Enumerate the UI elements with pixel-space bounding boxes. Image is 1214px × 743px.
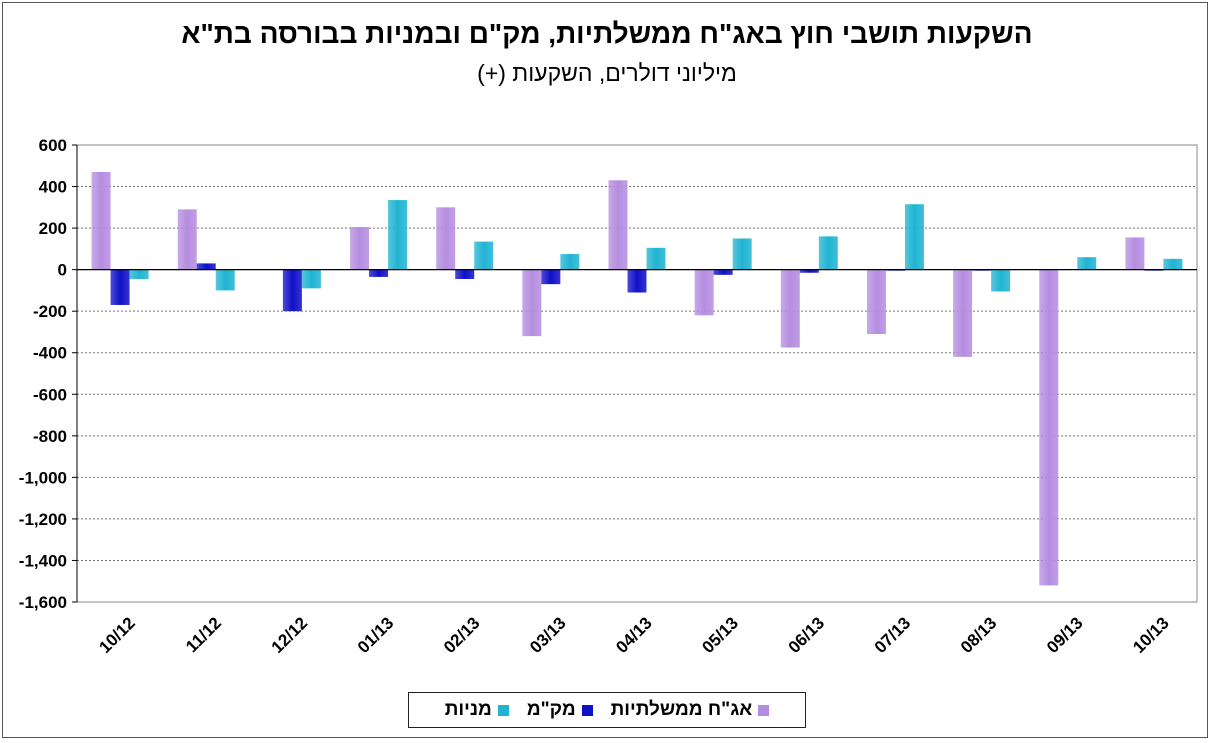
bar <box>560 254 580 270</box>
bar <box>991 269 1011 292</box>
bar <box>799 269 819 273</box>
bar <box>1039 269 1059 586</box>
bar <box>780 269 800 348</box>
x-tick-label: 08/13 <box>957 613 1001 657</box>
bar <box>713 269 733 275</box>
x-tick-label: 01/13 <box>354 613 398 657</box>
bar <box>301 269 321 289</box>
bar <box>177 209 197 270</box>
bar <box>732 238 752 270</box>
bar <box>455 269 475 279</box>
legend-item-makam: מק"מ <box>527 699 593 721</box>
bar <box>694 269 714 316</box>
bar <box>350 227 370 270</box>
y-tick-label: -800 <box>33 427 67 446</box>
bar <box>369 269 389 277</box>
chart-legend: אג"ח ממשלתיות מק"מ מניות <box>408 692 806 728</box>
bar <box>388 200 408 270</box>
y-tick-label: 200 <box>39 219 67 238</box>
chart-subtitle: מיליוני דולרים, השקעות (+) <box>477 60 737 86</box>
y-tick-label: -1,000 <box>19 468 67 487</box>
x-tick-label: 10/13 <box>1129 613 1173 657</box>
legend-label-bonds: אג"ח ממשלתיות <box>610 699 753 720</box>
bar <box>1163 258 1183 270</box>
bar <box>1125 237 1145 270</box>
bar <box>953 269 973 357</box>
x-tick-label: 05/13 <box>698 613 742 657</box>
y-tick-label: 600 <box>39 136 67 155</box>
legend-swatch-stocks <box>497 704 509 716</box>
y-tick-label: 0 <box>58 261 67 280</box>
bar <box>129 269 149 279</box>
y-tick-label: -400 <box>33 344 67 363</box>
bar <box>215 269 235 291</box>
x-tick-label: 11/12 <box>182 613 225 656</box>
y-tick-label: 400 <box>39 178 67 197</box>
x-tick-label: 10/12 <box>95 613 139 657</box>
bar <box>1077 257 1097 270</box>
bar <box>646 247 666 270</box>
y-tick-label: -1,600 <box>19 593 67 612</box>
bar <box>110 269 130 305</box>
y-tick-label: -600 <box>33 385 67 404</box>
legend-label-stocks: מניות <box>444 699 492 720</box>
legend-item-bonds: אג"ח ממשלתיות <box>611 699 770 721</box>
legend-swatch-makam <box>581 704 593 716</box>
y-tick-label: -1,200 <box>19 510 67 529</box>
bar <box>196 263 216 270</box>
legend-item-stocks: מניות <box>445 699 509 721</box>
y-tick-label: -1,400 <box>19 551 67 570</box>
bar <box>474 241 494 270</box>
bar <box>91 172 111 270</box>
legend-swatch-bonds <box>758 704 770 716</box>
x-tick-label: 12/12 <box>268 613 312 657</box>
bar <box>282 269 302 312</box>
bar <box>904 204 924 270</box>
bar <box>608 180 628 270</box>
bar <box>436 207 456 270</box>
y-tick-label: -200 <box>33 302 67 321</box>
x-tick-label: 07/13 <box>871 613 915 657</box>
plot-area <box>76 144 1198 603</box>
legend-label-makam: מק"מ <box>526 699 576 720</box>
bar <box>866 269 886 335</box>
bar <box>627 269 647 293</box>
bar <box>522 269 542 337</box>
bar <box>818 236 838 270</box>
x-tick-label: 09/13 <box>1043 613 1087 657</box>
x-tick-label: 02/13 <box>440 613 484 657</box>
x-tick-label: 03/13 <box>526 613 570 657</box>
x-tick-label: 06/13 <box>785 613 829 657</box>
bar <box>541 269 561 285</box>
chart-title: השקעות תושבי חוץ באג"ח ממשלתיות, מק"ם וב… <box>181 18 1033 49</box>
x-tick-label: 04/13 <box>612 613 656 657</box>
